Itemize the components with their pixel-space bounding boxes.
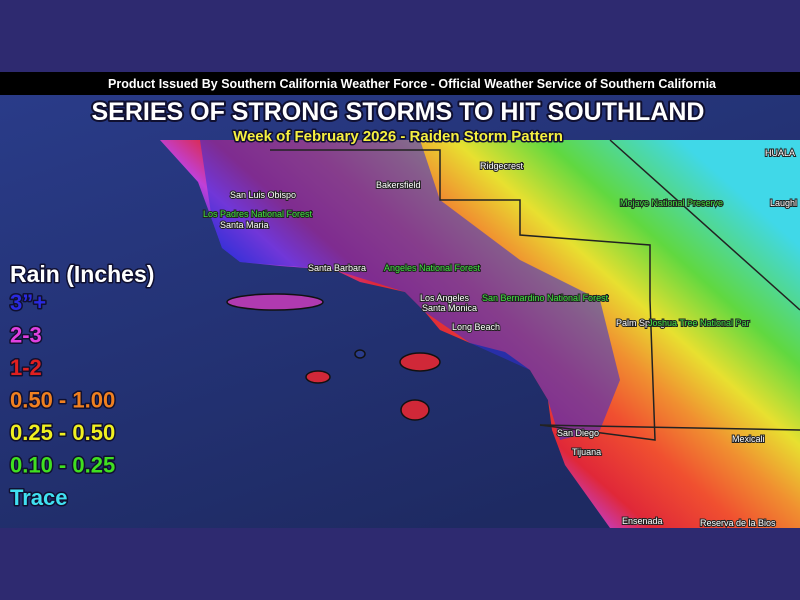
place-label: Reserva de la Bios [700, 518, 776, 528]
place-label: Laughl [770, 198, 797, 208]
heavy-rain-zone [200, 140, 620, 440]
place-label: Los Padres National Forest [203, 209, 313, 219]
place-label: Joshua Tree National Par [648, 318, 750, 328]
banner: Product Issued By Southern California We… [108, 77, 717, 91]
place-label: Bakersfield [376, 180, 421, 190]
place-label: Mexicali [732, 434, 765, 444]
place-label: Mojave National Preserve [620, 198, 723, 208]
legend-item: 0.10 - 0.25 [10, 453, 115, 478]
place-label: HUALA [765, 148, 795, 158]
legend-item: 2-3 [10, 323, 42, 348]
place-label: Angeles National Forest [384, 263, 481, 273]
place-label: Long Beach [452, 322, 500, 332]
title: SERIES OF STRONG STORMS TO HIT SOUTHLAND [91, 98, 704, 126]
place-label: Santa Barbara [308, 263, 366, 273]
legend-item: 0.50 - 1.00 [10, 388, 115, 413]
legend-item: Trace [10, 485, 68, 510]
place-label: Los Angeles [420, 293, 470, 303]
borders [270, 139, 800, 441]
place-label: Palm Springs [616, 318, 670, 328]
legend-title: Rain (Inches) [10, 261, 154, 287]
place-label: Santa Monica [422, 303, 477, 313]
legend-item: 1-2 [10, 355, 42, 380]
place-label: San Luis Obispo [230, 190, 296, 200]
place-label: San Bernardino National Forest [482, 293, 609, 303]
map-labels: Ridgecrest Bakersfield San Luis Obispo Los … [202, 147, 798, 529]
legend-item: 3”+ [10, 290, 46, 315]
legend-item: 0.25 - 0.50 [10, 420, 115, 445]
subtitle: Week of February 2026 - Raiden Storm Pat… [233, 128, 563, 145]
place-label: Santa Maria [220, 220, 269, 230]
islands [226, 293, 441, 421]
place-label: Tijuana [572, 447, 601, 457]
legend: 3”+ 2-3 1-2 0.50 - 1.00 0.25 - 0.50 0.10 - 0.… [9, 289, 117, 512]
place-label: Ridgecrest [480, 161, 524, 171]
place-label: San Diego [557, 428, 599, 438]
place-label: Ensenada [622, 516, 663, 526]
banner-bar [0, 72, 800, 95]
